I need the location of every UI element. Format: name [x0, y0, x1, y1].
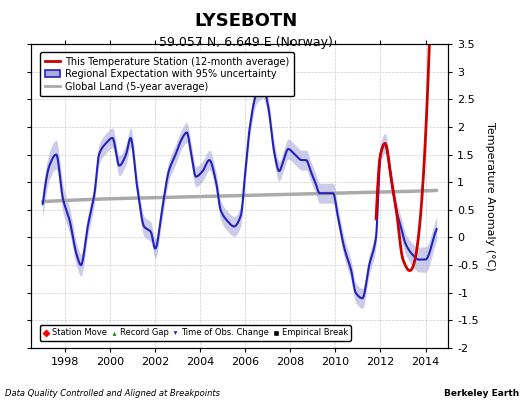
- Legend: Station Move, Record Gap, Time of Obs. Change, Empirical Break: Station Move, Record Gap, Time of Obs. C…: [40, 325, 351, 341]
- Text: Berkeley Earth: Berkeley Earth: [443, 389, 519, 398]
- Text: LYSEBOTN: LYSEBOTN: [194, 12, 298, 30]
- Text: Data Quality Controlled and Aligned at Breakpoints: Data Quality Controlled and Aligned at B…: [5, 389, 220, 398]
- Text: 59.057 N, 6.649 E (Norway): 59.057 N, 6.649 E (Norway): [159, 36, 333, 49]
- Y-axis label: Temperature Anomaly (°C): Temperature Anomaly (°C): [485, 122, 495, 270]
